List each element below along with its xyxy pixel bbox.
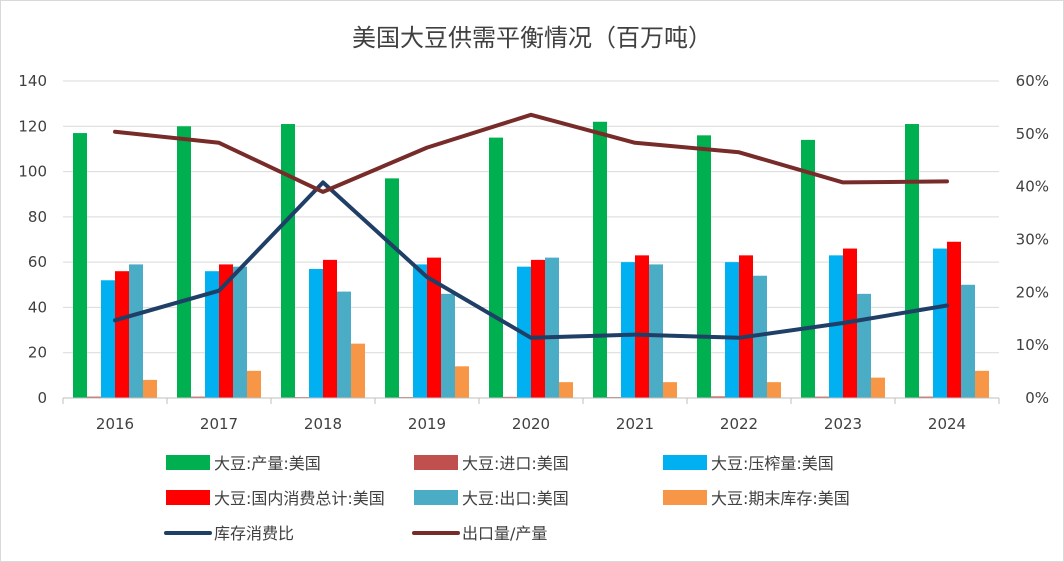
bar xyxy=(323,259,337,398)
y-left-tick-label: 60 xyxy=(28,253,47,271)
bar xyxy=(739,255,753,398)
bar xyxy=(975,370,989,398)
bar xyxy=(191,396,205,398)
y-right-tick-label: 50% xyxy=(1016,125,1049,143)
y-right-tick-label: 30% xyxy=(1016,231,1049,249)
bar xyxy=(101,280,115,398)
bar xyxy=(905,124,919,399)
bar xyxy=(663,382,677,398)
y-left-tick-label: 80 xyxy=(28,208,47,226)
y-left-tick-label: 40 xyxy=(28,298,47,316)
bar xyxy=(947,241,961,398)
series-line xyxy=(113,112,949,194)
bar xyxy=(351,343,365,398)
legend: 大豆:产量:美国 大豆:进口:美国 大豆:压榨量:美国大豆:国内消费总计:美国 大豆:… xyxy=(164,454,850,543)
x-tick-label: 2016 xyxy=(96,415,134,433)
bar xyxy=(593,121,607,398)
bar xyxy=(767,382,781,398)
bar xyxy=(219,264,233,398)
bar xyxy=(829,255,843,398)
x-tick-label: 2024 xyxy=(928,415,966,433)
bar xyxy=(281,124,295,399)
y-left-tick-label: 100 xyxy=(18,163,47,181)
bar xyxy=(725,262,739,398)
bar xyxy=(545,257,559,398)
bar xyxy=(205,271,219,398)
bar xyxy=(247,370,261,398)
chart-title: 美国大豆供需平衡情况（百万吨） xyxy=(352,24,712,52)
bar xyxy=(919,396,933,398)
bar xyxy=(413,264,427,398)
bar xyxy=(441,293,455,398)
bar xyxy=(649,264,663,398)
bar xyxy=(87,396,101,398)
bar xyxy=(427,257,441,398)
legend-swatch xyxy=(166,490,210,505)
x-tick-label: 2023 xyxy=(824,415,862,433)
bar xyxy=(233,266,247,398)
x-tick-label: 2017 xyxy=(200,415,238,433)
y-left-tick-label: 140 xyxy=(18,72,47,90)
series-line xyxy=(113,180,949,340)
x-tick-label: 2020 xyxy=(512,415,550,433)
y-right-tick-label: 40% xyxy=(1016,178,1049,196)
bar xyxy=(815,396,829,398)
bar xyxy=(115,271,129,398)
x-tick-label: 2019 xyxy=(408,415,446,433)
bar xyxy=(337,291,351,398)
bar xyxy=(711,396,725,398)
bar xyxy=(933,248,947,398)
bar xyxy=(857,293,871,398)
legend-label: 大豆:国内消费总计:美国 xyxy=(214,489,385,508)
bar xyxy=(697,135,711,399)
bar xyxy=(129,264,143,398)
legend-swatch xyxy=(663,490,707,505)
legend-label: 库存消费比 xyxy=(214,524,294,543)
bar xyxy=(143,379,157,398)
y-right-tick-label: 0% xyxy=(1025,389,1049,407)
legend-label: 大豆:进口:美国 xyxy=(462,454,569,473)
bar xyxy=(73,133,87,399)
legend-swatch xyxy=(414,490,458,505)
legend-label: 大豆:产量:美国 xyxy=(214,454,321,473)
bar xyxy=(635,255,649,398)
x-tick-label: 2021 xyxy=(616,415,654,433)
line-series-group xyxy=(113,112,949,340)
legend-label: 大豆:压榨量:美国 xyxy=(711,454,834,473)
legend-swatch xyxy=(663,455,707,470)
bar xyxy=(801,139,815,398)
y-left-tick-label: 0 xyxy=(37,389,47,407)
bar xyxy=(503,396,517,398)
x-tick-label: 2022 xyxy=(720,415,758,433)
legend-swatch xyxy=(166,455,210,470)
bar xyxy=(961,284,975,398)
y-right-tick-label: 60% xyxy=(1016,72,1049,90)
bar xyxy=(455,366,469,398)
y-right-tick-label: 10% xyxy=(1016,336,1049,354)
bar xyxy=(621,262,635,398)
legend-swatch xyxy=(414,455,458,470)
bar xyxy=(753,275,767,398)
bar xyxy=(385,178,399,398)
bar xyxy=(531,259,545,398)
bar xyxy=(559,382,573,398)
legend-label: 大豆:出口:美国 xyxy=(462,489,569,508)
legend-label: 大豆:期末库存:美国 xyxy=(711,489,850,508)
y-left-tick-label: 20 xyxy=(28,344,47,362)
y-left-tick-label: 120 xyxy=(18,117,47,135)
legend-label: 出口量/产量 xyxy=(462,524,547,543)
bar xyxy=(177,126,191,399)
bar xyxy=(871,377,885,398)
bar-series-group xyxy=(73,121,989,399)
axes: 0 20 40 60 80 100 120 140 0% 10% 20% 30% 40% 50% 60% 20… xyxy=(18,72,1049,433)
y-right-tick-label: 20% xyxy=(1016,283,1049,301)
x-tick-label: 2018 xyxy=(304,415,342,433)
bar xyxy=(489,137,503,398)
bar xyxy=(309,268,323,398)
